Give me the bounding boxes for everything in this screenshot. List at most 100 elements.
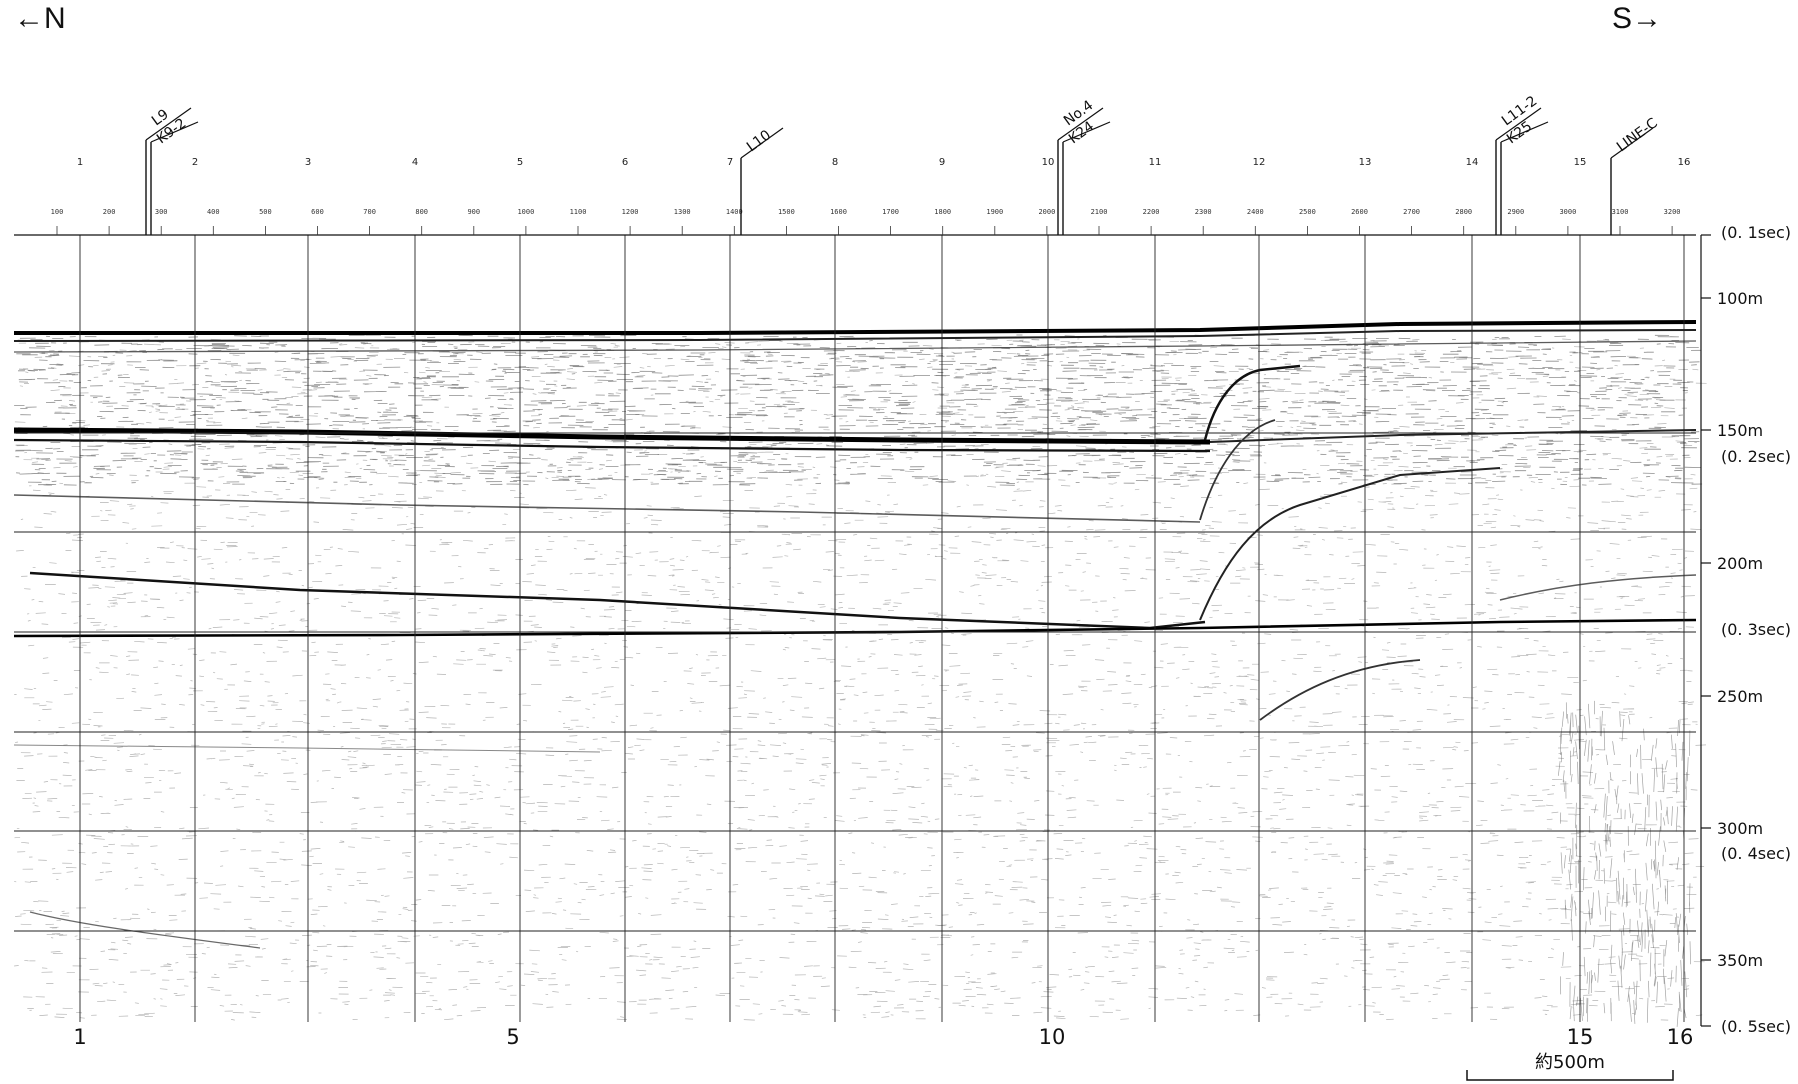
streak-texture [1557,700,1691,1027]
shot-point-label: 900 [467,208,480,216]
depth-label: (0. 4sec) [1721,844,1791,863]
shot-point-label: 1000 [517,208,534,216]
shot-point-label: 2500 [1299,208,1316,216]
crossing-line-leader [1057,107,1104,141]
shot-point-label: 2200 [1143,208,1160,216]
section-number-top: 1 [77,157,83,168]
crossing-line-leader-2 [150,121,199,143]
depth-label: (0. 3sec) [1721,620,1791,639]
section-number-top: 3 [305,157,311,168]
shot-point-label: 2700 [1403,208,1420,216]
section-number-top: 13 [1359,157,1372,168]
crossing-line-leader [145,107,192,141]
bottom-section-number: 16 [1667,1025,1694,1049]
shot-point-label: 2000 [1038,208,1055,216]
shallow-reflector [13,340,1697,353]
depth-label: (0. 1sec) [1721,223,1791,242]
shot-point-label: 1700 [882,208,899,216]
shot-point-label: 600 [311,208,324,216]
section-number-top: 7 [727,157,733,168]
flexure-upper [1203,364,1301,441]
shot-point-label: 700 [363,208,376,216]
section-number-top: 10 [1042,157,1055,168]
depth-label: 250m [1717,687,1763,706]
deep-reflector [29,911,261,949]
shot-point-label: 3000 [1559,208,1576,216]
section-number-top: 2 [192,157,198,168]
crossing-line-leader [1610,127,1654,159]
section-number-top: 14 [1466,157,1479,168]
shot-point-label: 1900 [986,208,1003,216]
depth-label: 100m [1717,289,1763,308]
shot-point-label: 1300 [674,208,691,216]
depth-axis: (0. 1sec) 100m 150m (0. 2sec) 200m (0. 3sec) 2… [1700,223,1791,1036]
strong-reflector-150m [13,427,1211,445]
shot-point-label: 100 [51,208,64,216]
depth-label: 350m [1717,951,1763,970]
scale-bar-label: 約500m [1535,1052,1605,1073]
shot-point-label: 3100 [1612,208,1629,216]
weak-reflector [13,744,601,753]
bottom-section-number: 10 [1039,1025,1066,1049]
shot-point-label: 2300 [1195,208,1212,216]
section-gridlines [14,234,1696,1022]
flexure-mid [1199,419,1276,521]
section-number-top: 11 [1149,157,1162,168]
depth-label: (0. 5sec) [1721,1017,1791,1036]
south-reflector-150m [1209,429,1697,443]
reflector-180m [13,494,1201,523]
section-number-top: 12 [1253,157,1266,168]
crossing-line-leader-2 [1500,121,1549,143]
section-number-top: 8 [832,157,838,168]
crossing-line-leader [740,127,784,159]
section-number-top: 16 [1678,157,1691,168]
section-number-top: 5 [517,157,523,168]
section-number-top: 4 [412,157,418,168]
shot-point-label: 200 [103,208,116,216]
bottom-section-number: 1 [73,1025,86,1049]
reflector-210m [29,571,1206,630]
reflector-0-3sec [13,618,1697,638]
shot-point-label: 2400 [1247,208,1264,216]
shot-point-label: 1400 [726,208,743,216]
shot-point-label: 400 [207,208,220,216]
depth-label: 200m [1717,554,1763,573]
shot-point-label: 2800 [1455,208,1472,216]
shot-point-label: 500 [259,208,272,216]
south-direction-label: S→ [1612,2,1663,35]
shot-point-label: 800 [415,208,428,216]
scale-bar: 約500m [1466,1052,1674,1081]
depth-label: 300m [1717,819,1763,838]
shot-point-label: 2600 [1351,208,1368,216]
bottom-section-number: 15 [1567,1025,1594,1049]
crossing-line-label: L9 [149,106,172,129]
shot-point-label: 2100 [1091,208,1108,216]
crossing-line-leader-2 [1062,121,1111,143]
shot-point-label: 3200 [1664,208,1681,216]
shot-point-label: 1100 [570,208,587,216]
bottom-section-numbers: 1 5 10 15 16 [73,1025,1693,1049]
depth-label: 150m [1717,421,1763,440]
shot-point-label: 300 [155,208,168,216]
scale-bar-line [1466,1070,1674,1081]
seismic-reflectors [13,320,1697,949]
upper-layer-strokes [14,334,1703,486]
dipping-reflector-250m [1259,659,1421,721]
section-number-top: 9 [939,157,945,168]
dipping-reflector-south [1499,574,1697,601]
strong-reflector-150m-b [13,438,1211,453]
bottom-section-number: 5 [506,1025,519,1049]
crossing-line-leader [1495,107,1542,141]
flexure-lower [1199,467,1501,621]
seafloor-reflector [14,320,1697,335]
crossing-line-label: LINE-C [1614,115,1661,155]
shot-point-label: 2900 [1507,208,1524,216]
shot-point-label: 1500 [778,208,795,216]
shot-point-label: 1200 [622,208,639,216]
north-direction-label: ←N [14,2,66,35]
depth-label: (0. 2sec) [1721,447,1791,466]
section-number-top: 6 [622,157,628,168]
section-number-top: 15 [1574,157,1587,168]
